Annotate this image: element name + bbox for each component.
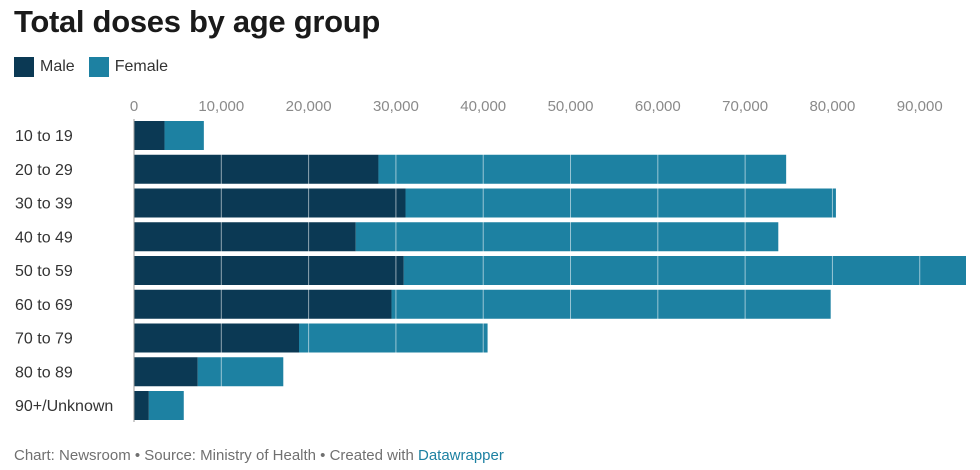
legend: Male Female [14, 57, 182, 77]
bar-female-60-to-69 [391, 289, 831, 319]
category-label: 90+/Unknown [15, 398, 113, 415]
x-tick-label: 10,000 [198, 98, 244, 115]
x-tick-label: 60,000 [635, 98, 681, 115]
bar-male-50-to-59 [134, 256, 404, 285]
legend-item-male: Male [14, 57, 75, 77]
bar-male-90-unknown [134, 391, 149, 420]
bar-male-40-to-49 [134, 222, 356, 252]
bar-female-80-to-89 [197, 357, 284, 387]
bar-chart: 0 10,000 20,000 30,000 40,000 50,000 60,000 70,… [15, 98, 966, 422]
bar-female-90-unknown [148, 391, 184, 420]
bar-male-60-to-69 [134, 289, 392, 319]
category-label: 70 to 79 [15, 331, 73, 348]
x-tick-label: 50,000 [548, 98, 594, 115]
footer-source-text: Chart: Newsroom • Source: Ministry of He… [14, 447, 418, 464]
bar-female-20-to-29 [378, 154, 787, 184]
category-label: 30 to 39 [15, 196, 73, 213]
x-tick-label: 0 [130, 98, 138, 115]
x-tick-label: 40,000 [460, 98, 506, 115]
category-label: 20 to 29 [15, 162, 73, 179]
datawrapper-link[interactable]: Datawrapper [417, 447, 504, 464]
legend-label-male: Male [40, 58, 75, 75]
category-label: 40 to 49 [15, 229, 73, 246]
x-tick-label: 30,000 [373, 98, 419, 115]
legend-label-female: Female [114, 58, 169, 75]
bar-male-70-to-79 [134, 323, 300, 353]
category-label: 60 to 69 [15, 297, 73, 314]
category-label: 80 to 89 [15, 364, 73, 381]
bar-male-80-to-89 [134, 357, 198, 387]
category-label: 10 to 19 [15, 128, 73, 145]
bar-female-10-to-19 [164, 121, 204, 150]
bar-female-30-to-39 [405, 188, 836, 218]
x-tick-label: 20,000 [286, 98, 332, 115]
legend-swatch-female [88, 57, 109, 77]
x-tick-label: 90,000 [897, 98, 943, 115]
chart-footer: Chart: Newsroom • Source: Ministry of He… [14, 447, 504, 464]
chart-title: Total doses by age group [14, 4, 380, 39]
bar-female-50-to-59 [403, 256, 966, 285]
x-tick-label: 70,000 [722, 98, 768, 115]
category-label: 50 to 59 [15, 263, 73, 280]
bar-female-40-to-49 [355, 222, 779, 252]
x-tick-label: 80,000 [809, 98, 855, 115]
bar-male-20-to-29 [134, 154, 379, 184]
legend-item-female: Female [88, 57, 169, 77]
bar-female-70-to-79 [299, 323, 488, 353]
bar-male-30-to-39 [134, 188, 406, 218]
legend-swatch-male [14, 57, 34, 77]
bar-male-10-to-19 [134, 121, 165, 150]
